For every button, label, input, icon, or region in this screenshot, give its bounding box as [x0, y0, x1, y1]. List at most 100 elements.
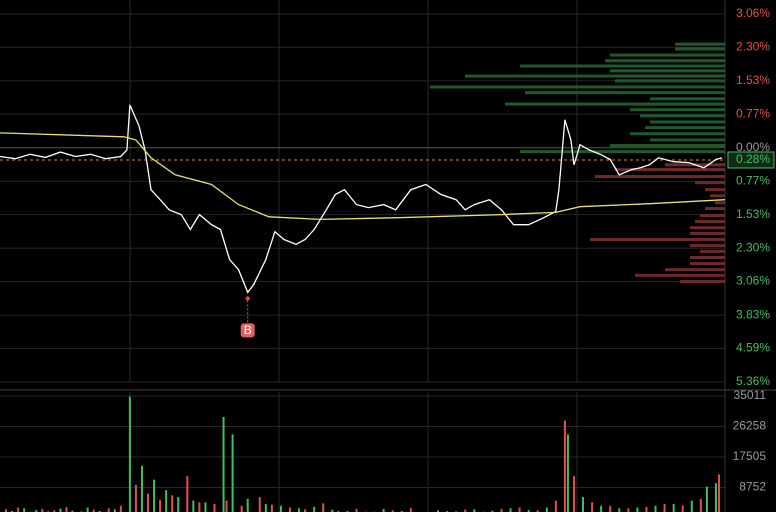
- last-price-box: [727, 151, 775, 169]
- depth-bar: [705, 206, 725, 210]
- volume-bar: [322, 503, 325, 512]
- volume-bar: [23, 508, 26, 512]
- depth-bar: [700, 213, 725, 217]
- depth-bar: [705, 188, 725, 192]
- volume-bar: [159, 499, 162, 512]
- depth-bar: [615, 168, 725, 172]
- volume-bar: [409, 507, 412, 512]
- depth-bar: [690, 262, 725, 266]
- depth-bar: [695, 220, 725, 224]
- volume-bar: [71, 510, 74, 512]
- depth-bar: [430, 85, 725, 89]
- depth-bar: [590, 238, 725, 242]
- depth-bar: [525, 91, 725, 95]
- annotation-box: [240, 323, 255, 338]
- volume-bar: [213, 504, 216, 512]
- depth-bar: [690, 231, 725, 235]
- y-tick-label: 3.83%: [736, 307, 770, 321]
- volume-bar: [464, 509, 467, 512]
- volume-bar: [264, 504, 267, 512]
- last-price-label: 0.28%: [736, 152, 770, 166]
- depth-bar: [690, 255, 725, 259]
- volume-bar: [636, 507, 639, 512]
- volume-bar: [119, 505, 122, 512]
- volume-bar: [171, 495, 174, 512]
- volume-bar: [582, 497, 585, 512]
- y-tick-label: 2.30%: [736, 240, 770, 254]
- volume-bar: [35, 509, 38, 512]
- y-tick-label: 3.06%: [736, 274, 770, 288]
- depth-bar: [520, 150, 725, 154]
- volume-bar: [627, 508, 630, 512]
- volume-bar: [717, 474, 720, 512]
- depth-bar: [650, 120, 725, 124]
- y-tick-label: 1.53%: [736, 73, 770, 87]
- price-line: [0, 104, 723, 294]
- volume-bar: [491, 510, 494, 512]
- volume-bar: [705, 486, 708, 512]
- volume-bar: [113, 509, 116, 512]
- depth-bar: [465, 74, 725, 78]
- y-tick-label: 26258: [733, 419, 767, 433]
- depth-bar: [700, 249, 725, 253]
- volume-bar: [246, 498, 249, 512]
- volume-bar: [304, 509, 307, 512]
- volume-bar: [654, 505, 657, 512]
- depth-bar: [635, 273, 725, 277]
- volume-bar: [279, 505, 282, 512]
- volume-bar: [500, 508, 503, 512]
- depth-bar: [610, 144, 725, 148]
- depth-bar: [640, 114, 725, 118]
- y-tick-label: 2.30%: [736, 39, 770, 53]
- y-tick-label: 1.53%: [736, 207, 770, 221]
- y-tick-label: 0.77%: [736, 106, 770, 120]
- volume-bar: [545, 507, 548, 512]
- depth-bar: [710, 194, 725, 198]
- volume-bar: [192, 500, 195, 512]
- y-tick-label: 0.77%: [736, 174, 770, 188]
- depth-bar: [695, 181, 725, 185]
- volume-bar: [165, 490, 168, 512]
- volume-bar: [714, 483, 717, 512]
- volume-bar: [289, 507, 291, 512]
- depth-bar: [675, 47, 725, 51]
- volume-bar: [437, 510, 440, 512]
- volume-bar: [92, 509, 95, 512]
- y-tick-label: 3.06%: [736, 6, 770, 20]
- depth-bar: [630, 108, 725, 112]
- volume-bar: [107, 508, 110, 512]
- depth-bar: [610, 69, 725, 73]
- y-tick-label: 17505: [733, 449, 767, 463]
- volume-bar: [681, 505, 684, 512]
- volume-bar: [186, 476, 189, 512]
- volume-bar: [566, 434, 569, 512]
- volume-bar: [331, 509, 334, 512]
- volume-bar: [225, 500, 228, 512]
- depth-bar: [645, 126, 725, 130]
- volume-bar: [53, 510, 56, 512]
- y-tick-label: 4.59%: [736, 341, 770, 355]
- volume-bar: [554, 500, 557, 512]
- depth-bar: [690, 226, 725, 230]
- volume-bar: [222, 416, 225, 512]
- volume-bar: [17, 507, 20, 512]
- depth-bar: [630, 132, 725, 136]
- volume-bar: [618, 508, 621, 512]
- volume-bar: [563, 420, 566, 512]
- volume-bar: [65, 507, 68, 512]
- y-tick-label: 35011: [734, 388, 767, 402]
- volume-bar: [270, 504, 273, 512]
- volume-bar: [391, 510, 394, 512]
- depth-bar: [595, 175, 725, 179]
- volume-bar: [5, 509, 8, 512]
- depth-bar: [690, 244, 725, 248]
- volume-bar: [86, 507, 89, 512]
- volume-bar: [134, 484, 137, 512]
- volume-bar: [663, 504, 666, 512]
- volume-bar: [536, 510, 539, 512]
- volume-bar: [645, 506, 648, 512]
- depth-bar: [680, 279, 725, 283]
- price-line: [0, 132, 726, 221]
- depth-bar: [650, 138, 725, 142]
